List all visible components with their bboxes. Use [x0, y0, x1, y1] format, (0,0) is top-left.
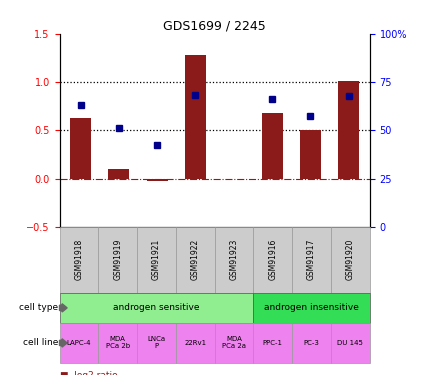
Text: GSM91916: GSM91916 [268, 239, 277, 280]
Text: LAPC-4: LAPC-4 [67, 340, 91, 346]
Text: PC-3: PC-3 [303, 340, 320, 346]
Text: cell line: cell line [23, 338, 58, 347]
Text: androgen sensitive: androgen sensitive [113, 303, 200, 312]
Text: MDA
PCa 2a: MDA PCa 2a [222, 336, 246, 350]
Bar [147, 178, 168, 180]
Bar [108, 169, 129, 178]
Text: androgen insensitive: androgen insensitive [264, 303, 359, 312]
Bar [261, 113, 283, 178]
Text: GSM91917: GSM91917 [307, 239, 316, 280]
Text: GSM91920: GSM91920 [346, 239, 355, 280]
Text: PPC-1: PPC-1 [263, 340, 283, 346]
Text: DU 145: DU 145 [337, 340, 363, 346]
Text: ■  log2 ratio: ■ log2 ratio [60, 370, 117, 375]
Text: GSM91923: GSM91923 [230, 239, 238, 280]
Text: GSM91918: GSM91918 [74, 239, 83, 280]
Bar [70, 118, 91, 178]
Title: GDS1699 / 2245: GDS1699 / 2245 [163, 20, 266, 33]
Bar [300, 130, 321, 178]
Bar [338, 81, 359, 178]
Text: GSM91922: GSM91922 [191, 239, 200, 280]
Text: 22Rv1: 22Rv1 [184, 340, 206, 346]
Text: GSM91921: GSM91921 [152, 239, 161, 280]
Bar [185, 55, 206, 178]
Text: GSM91919: GSM91919 [113, 239, 122, 280]
Text: MDA
PCa 2b: MDA PCa 2b [105, 336, 130, 350]
Text: cell type: cell type [19, 303, 58, 312]
Text: LNCa
P: LNCa P [147, 336, 165, 350]
